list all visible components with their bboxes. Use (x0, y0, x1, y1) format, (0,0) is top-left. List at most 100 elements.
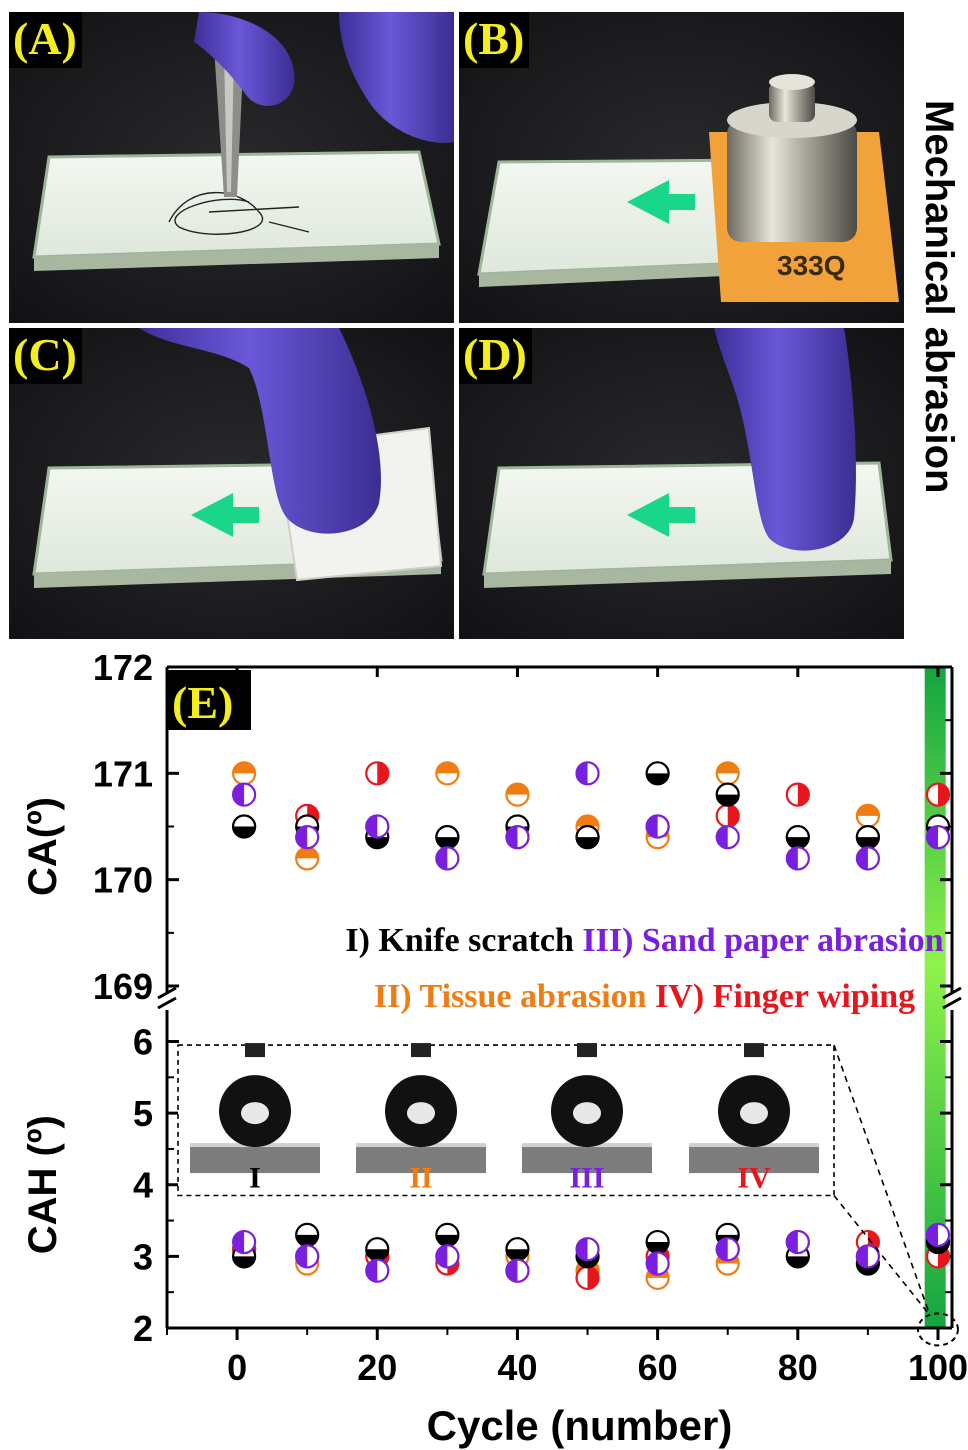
droplet-label: I (249, 1161, 261, 1194)
ca-point-top (231, 761, 257, 786)
cah-point-bottom (295, 1222, 320, 1247)
slide-direction-arrow-icon (627, 180, 695, 224)
side-title-text: Mechanical abrasion (917, 100, 961, 493)
cah-y-tick-label: 5 (133, 1093, 153, 1134)
ca-point-left (645, 814, 670, 839)
cah-point-bottom (365, 1237, 390, 1262)
cah-point-right (575, 1265, 600, 1290)
axis-break-mark (942, 986, 962, 1010)
ca-point-top (855, 803, 880, 828)
cycle-100-highlight-circle (916, 1312, 959, 1347)
droplet-image-2 (356, 1043, 486, 1174)
panel-a-label: (A) (9, 12, 82, 68)
panel-a-photo (9, 12, 454, 323)
cah-y-tick-label: 3 (133, 1236, 153, 1277)
droplet-label: II (409, 1161, 432, 1194)
ca-point-bottom (645, 761, 670, 786)
panel-d-label: (D) (459, 328, 532, 384)
axis-break-mark (157, 986, 177, 1010)
legend-line-1: I) Knife scratch III) Sand paper abrasio… (345, 922, 943, 959)
cah-y-tick-label: 2 (133, 1308, 153, 1349)
panel-d-photo (459, 328, 904, 639)
droplet-label: IV (737, 1161, 771, 1194)
droplet-image-3 (522, 1043, 652, 1174)
cah-point-left (231, 1229, 257, 1255)
panel-e-label-bg (167, 670, 251, 730)
ca-point-left (365, 814, 390, 839)
cah-point-bottom (645, 1229, 670, 1255)
panel-b-label: (B) (459, 12, 530, 68)
panel-b-weight-sliding-photo: 333Q (B) (459, 12, 904, 323)
ca-point-right (365, 761, 390, 786)
ca-point-bottom (855, 825, 880, 850)
ca-point-left (715, 825, 740, 850)
ca-point-bottom (785, 825, 810, 850)
ca-point-bottom (575, 825, 600, 850)
ca-point-left (231, 782, 257, 807)
ca-point-left (855, 846, 880, 871)
ca-point-top (505, 782, 530, 807)
legend-entry: IV) Finger wiping (647, 978, 916, 1015)
ca-point-left (435, 846, 460, 871)
legend-entry: I) Knife scratch (345, 922, 574, 959)
x-tick-label: 80 (778, 1347, 818, 1388)
ca-point-top (295, 846, 320, 871)
x-tick-label: 20 (357, 1347, 397, 1388)
panel-c-photo (9, 328, 454, 639)
x-tick-label: 40 (497, 1347, 537, 1388)
ca-point-top (715, 761, 740, 786)
wipe-direction-arrow-icon (191, 493, 259, 537)
legend-entry: III) Sand paper abrasion (574, 922, 944, 959)
panel-b-photo: 333Q (459, 12, 904, 323)
ca-y-tick-label: 169 (93, 966, 153, 1007)
x-tick-label: 60 (638, 1347, 678, 1388)
cah-point-left (925, 1222, 951, 1247)
cah-point-left (575, 1237, 600, 1262)
ca-axis-title: CA(º) (21, 797, 65, 896)
x-tick-label: 100 (908, 1347, 968, 1388)
cah-point-left (365, 1258, 390, 1283)
legend-line-2: II) Tissue abrasion IV) Finger wiping (374, 978, 915, 1015)
droplet-image-4 (689, 1043, 819, 1174)
x-tick-label: 0 (227, 1347, 247, 1388)
cah-point-left (855, 1244, 880, 1269)
legend-entry: II) Tissue abrasion (374, 978, 647, 1015)
cah-point-left (505, 1258, 530, 1283)
ca-point-bottom (435, 825, 460, 850)
ca-point-left (785, 846, 810, 871)
weight-tag-text: 333Q (777, 250, 846, 281)
droplet-inset: I II III IV (177, 1043, 959, 1347)
side-title: Mechanical abrasion (917, 100, 961, 493)
ca-point-left (505, 825, 530, 850)
droplet-label: III (569, 1161, 604, 1194)
ca-point-right (715, 803, 740, 828)
ca-point-left (575, 761, 600, 786)
panel-a-knife-scratch-photo: (A) (9, 12, 454, 323)
ca-point-right (785, 782, 810, 807)
cah-point-left (435, 1244, 460, 1269)
droplet-image-1 (190, 1043, 320, 1174)
ca-y-tick-label: 172 (93, 647, 153, 688)
panel-d-finger-wiping-photo: (D) (459, 328, 904, 639)
ca-point-left (925, 825, 951, 850)
inset-connector-line (833, 1044, 931, 1316)
ca-point-bottom (715, 782, 740, 807)
finger-direction-arrow-icon (627, 493, 695, 537)
cah-axis-title: CAH (º) (21, 1115, 65, 1254)
panel-c-label: (C) (9, 328, 82, 384)
ca-point-right (925, 782, 951, 807)
cah-point-left (785, 1229, 810, 1255)
ca-point-left (295, 825, 320, 850)
panel-e-label: (E) (172, 677, 233, 728)
chart-points (231, 761, 951, 1290)
ca-y-tick-label: 170 (93, 860, 153, 901)
cah-y-tick-label: 6 (133, 1021, 153, 1062)
panel-c-tissue-abrasion-photo: (C) (9, 328, 454, 639)
chart-legend: I) Knife scratch III) Sand paper abrasio… (345, 922, 943, 1015)
ca-y-tick-label: 171 (93, 753, 153, 794)
ca-point-top (435, 761, 460, 786)
cah-point-left (715, 1237, 740, 1262)
